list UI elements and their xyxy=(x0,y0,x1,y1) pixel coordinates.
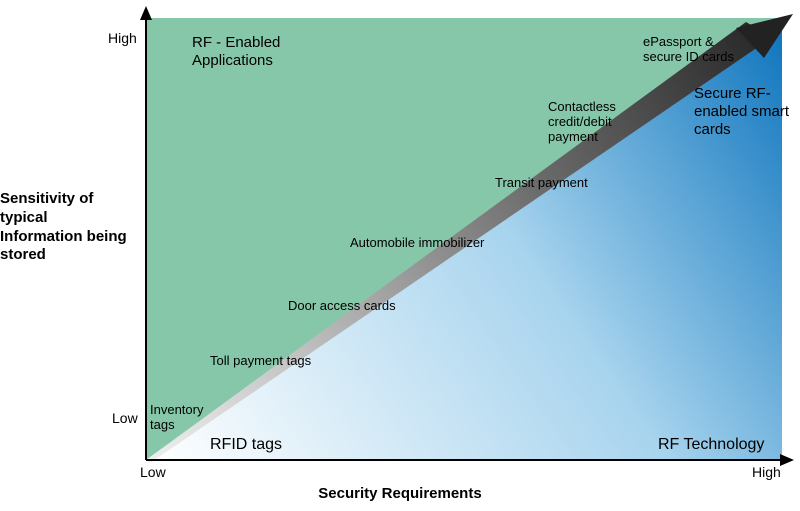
tech-rfid-tags: RFID tags xyxy=(210,436,282,454)
point-transit-payment: Transit payment xyxy=(495,175,588,190)
point-auto-immobilizer: Automobile immobilizer xyxy=(350,235,484,250)
y-axis-label: Sensitivity of typical Information being… xyxy=(0,190,130,265)
x-axis-arrowhead xyxy=(780,454,794,466)
y-axis-arrowhead xyxy=(140,6,152,20)
y-tick-high: High xyxy=(108,30,137,46)
point-epassport: ePassport & secure ID cards xyxy=(643,35,753,65)
tech-rf-technology: RF Technology xyxy=(658,436,764,454)
point-door-access: Door access cards xyxy=(288,298,396,313)
point-inventory-tags: Inventory tags xyxy=(150,403,220,433)
point-contactless-payment: Contactless credit/debit payment xyxy=(548,100,638,145)
x-axis-label: Security Requirements xyxy=(0,485,800,502)
x-tick-low: Low xyxy=(140,464,166,480)
upper-region-title: RF - Enabled Applications xyxy=(192,34,322,70)
right-region-title: Secure RF-enabled smart cards xyxy=(694,85,794,139)
x-tick-high: High xyxy=(752,464,781,480)
y-tick-low: Low xyxy=(112,410,138,426)
point-toll-payment: Toll payment tags xyxy=(210,353,311,368)
rf-security-diagram: High Low Low High Sensitivity of typical… xyxy=(0,0,800,506)
